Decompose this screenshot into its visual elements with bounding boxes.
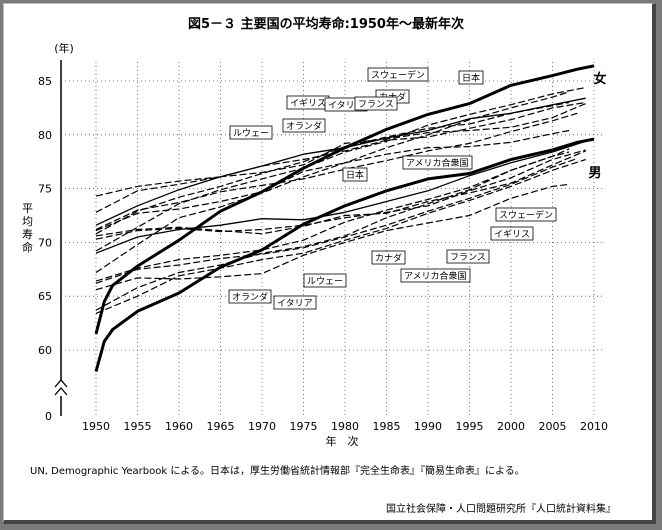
series-line-male [95, 183, 570, 291]
annotation-box [282, 118, 326, 133]
annotation-label: オランダ [232, 291, 268, 303]
y-tick-label-zero: 0 [45, 410, 52, 423]
x-tick-label: 1995 [456, 420, 484, 433]
annotation-label: ルウェー [233, 128, 269, 139]
x-tick-label: 1970 [248, 420, 276, 433]
y-tick-label: 60 [38, 344, 52, 357]
annotation-box [303, 273, 347, 288]
chart-title: 図5－３ 主要国の平均寿命:1950年～最新年次 [188, 16, 464, 32]
x-tick-label: 1980 [331, 420, 359, 433]
series-lines [94, 64, 595, 372]
series-line-male [94, 137, 595, 372]
annotation-label: 日本 [462, 72, 480, 84]
x-tick-label: 2005 [539, 420, 567, 433]
annotation-label: カナダ [375, 252, 402, 264]
annotation-box [354, 96, 398, 111]
annotation-label: イタリア [277, 298, 313, 309]
annotation-box [495, 207, 557, 222]
source-note: UN, Demographic Yearbook による。日本は，厚生労働省統計… [30, 464, 525, 477]
series-line-female [95, 103, 586, 213]
annotation-label: スウェーデン [371, 69, 425, 81]
y-tick-label: 70 [38, 236, 52, 249]
x-tick-label: 2000 [497, 420, 525, 433]
annotation-box [371, 250, 406, 265]
series-line-male [95, 149, 586, 240]
annotation-box [458, 70, 484, 85]
series-line-male [95, 150, 586, 237]
annotation-box [490, 226, 534, 241]
axis-break-mark [54, 379, 68, 396]
x-tick-label: 1950 [82, 420, 110, 433]
annotation-box [400, 268, 471, 283]
x-tick-label: 1975 [290, 420, 318, 433]
group-label-female: 女 [593, 71, 606, 87]
annotation-box [446, 249, 490, 264]
annotation-label: アメリカ合衆国 [404, 270, 467, 282]
annotation-label: オランダ [286, 120, 322, 132]
x-tick-label: 1955 [124, 420, 152, 433]
figure-frame: 図5－３ 主要国の平均寿命:1950年～最新年次 (年) 1950 1955 196… [3, 3, 656, 524]
x-tick-label: 1985 [373, 420, 401, 433]
series-line-female [95, 101, 570, 235]
annotation-label: アメリカ合衆国 [406, 157, 469, 169]
life-expectancy-chart: 図5－３ 主要国の平均寿命:1950年～最新年次 (年) 1950 1955 196… [22, 16, 616, 515]
axes: 1950 1955 1960 1965 1970 1975 1980 1985 1990 1995… [38, 60, 608, 433]
annotation-label: 日本 [346, 169, 364, 181]
series-line-female [95, 101, 586, 197]
annotation-box [367, 67, 429, 82]
annotation-label: フランス [450, 252, 486, 263]
y-tick-label: 65 [38, 290, 52, 303]
annotation-box [228, 289, 272, 304]
y-unit-label: (年) [54, 41, 74, 55]
y-tick-label: 80 [38, 129, 52, 142]
annotation-label: イギリス [494, 229, 530, 240]
x-tick-label: 1965 [207, 420, 235, 433]
annotation-label: イタリア [328, 100, 364, 111]
annotation-box [273, 295, 317, 310]
annotation-box [402, 155, 473, 170]
series-line-male [95, 140, 586, 254]
y-tick-label: 75 [38, 183, 52, 196]
x-tick-label: 1960 [165, 420, 193, 433]
annotation-box [342, 167, 368, 182]
series-line-female [94, 64, 595, 335]
annotation-label: スウェーデン [499, 209, 553, 221]
series-line-female [95, 86, 586, 252]
annotation-label: フランス [358, 99, 394, 110]
x-tick-label: 1990 [414, 420, 442, 433]
annotation-box [229, 125, 273, 140]
x-tick-label: 2010 [580, 420, 608, 433]
series-line-female [95, 91, 570, 273]
annotation-labels: スウェーデン日本カナダイギリスイタリアフランスルウェーオランダアメリカ合衆国日本… [228, 67, 557, 310]
y-tick-label: 85 [38, 75, 52, 88]
y-axis-label: 平均寿命 [22, 202, 33, 254]
x-axis-label: 年 次 [326, 434, 359, 448]
series-line-male [95, 151, 570, 282]
series-line-male [95, 157, 578, 284]
group-label-male: 男 [588, 166, 601, 181]
series-line-male [95, 158, 586, 314]
annotation-label: ルウェー [307, 276, 343, 287]
annotation-label: イギリス [290, 98, 326, 109]
credit-line: 国立社会保障・人口問題研究所『人口統計資料集』 [386, 502, 616, 515]
